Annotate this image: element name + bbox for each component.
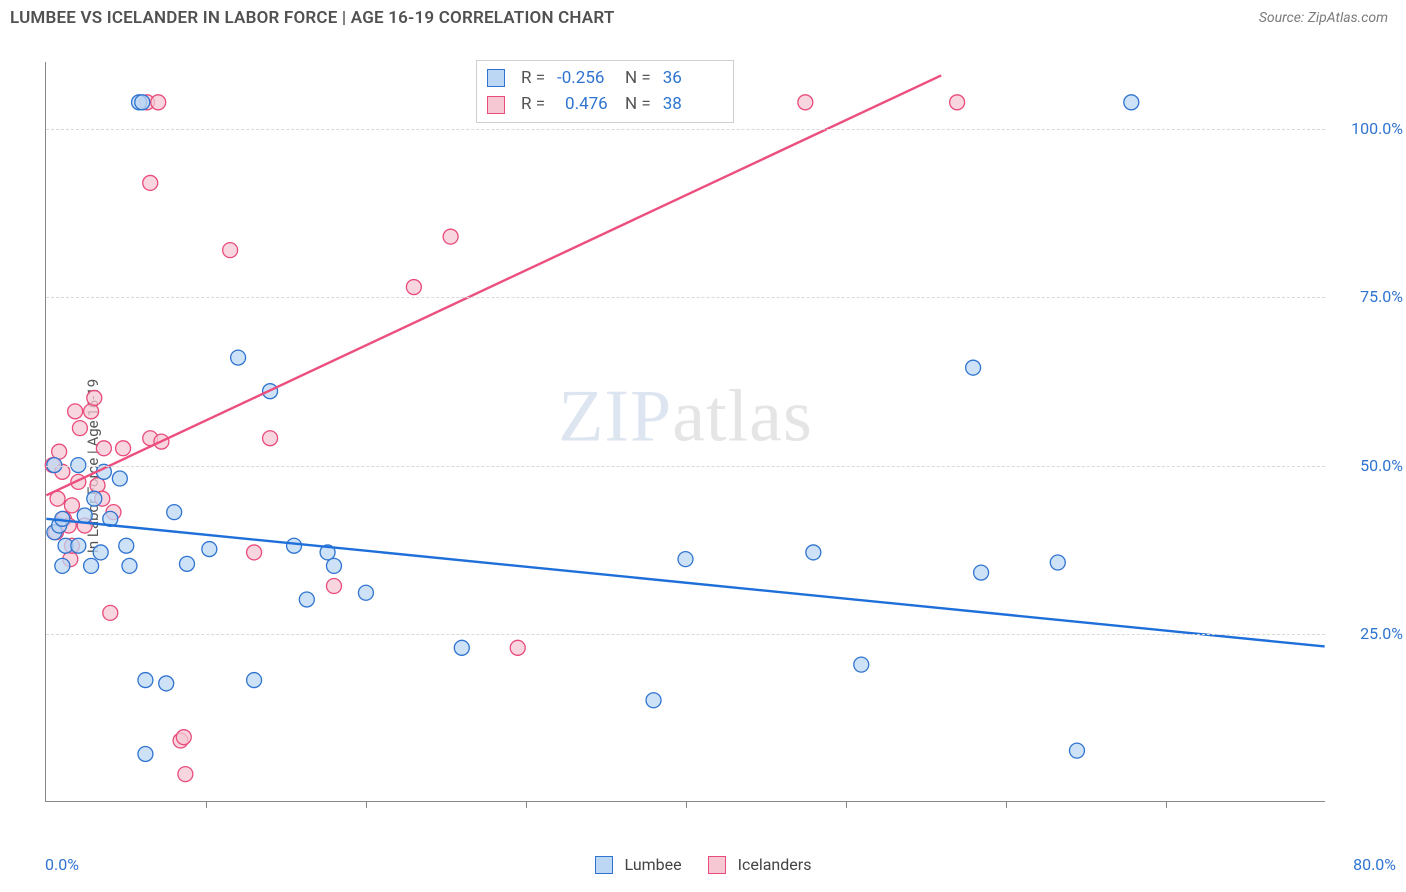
data-point (287, 538, 302, 553)
x-tick (1166, 801, 1167, 808)
data-point (122, 558, 137, 573)
data-point (247, 673, 262, 688)
page-title: LUMBEE VS ICELANDER IN LABOR FORCE | AGE… (10, 8, 614, 28)
data-point (52, 444, 67, 459)
gridline (46, 129, 1325, 130)
chart-container: In Labor Force | Age 16-19 ZIPatlas R = … (0, 40, 1406, 892)
swatch-lumbee (487, 69, 505, 87)
gridline (46, 634, 1325, 635)
data-point (72, 421, 87, 436)
scatter-plot: ZIPatlas R = -0.256 N = 36 R = 0.476 N =… (45, 62, 1325, 802)
legend-item-icelanders: Icelanders (708, 855, 812, 874)
plot-svg-layer (46, 62, 1325, 801)
x-tick (366, 801, 367, 808)
bottom-legend: Lumbee Icelanders (0, 855, 1406, 874)
data-point (178, 767, 193, 782)
data-point (84, 558, 99, 573)
data-point (247, 545, 262, 560)
data-point (119, 538, 134, 553)
data-point (1050, 555, 1065, 570)
data-point (90, 478, 105, 493)
x-tick (686, 801, 687, 808)
data-point (263, 431, 278, 446)
data-point (510, 640, 525, 655)
data-point (71, 538, 86, 553)
data-point (143, 175, 158, 190)
data-point (116, 441, 131, 456)
data-point (806, 545, 821, 560)
x-tick (526, 801, 527, 808)
x-tick (846, 801, 847, 808)
data-point (138, 746, 153, 761)
data-point (202, 542, 217, 557)
swatch-icelanders (487, 96, 505, 114)
data-point (96, 441, 111, 456)
data-point (223, 243, 238, 258)
y-tick-label: 75.0% (1333, 287, 1403, 306)
data-point (454, 640, 469, 655)
data-point (326, 579, 341, 594)
data-point (1069, 743, 1084, 758)
data-point (159, 676, 174, 691)
data-point (326, 558, 341, 573)
data-point (798, 95, 813, 110)
data-point (138, 673, 153, 688)
stats-row-icelanders: R = 0.476 N = 38 (487, 91, 719, 117)
data-point (176, 730, 191, 745)
data-point (299, 592, 314, 607)
data-point (179, 556, 194, 571)
gridline (46, 466, 1325, 467)
data-point (112, 471, 127, 486)
y-tick-label: 100.0% (1333, 119, 1403, 138)
source-attribution: Source: ZipAtlas.com (1259, 10, 1388, 26)
trend-line (46, 519, 1324, 647)
data-point (974, 565, 989, 580)
data-point (443, 229, 458, 244)
data-point (93, 545, 108, 560)
data-point (167, 505, 182, 520)
y-tick-label: 25.0% (1333, 624, 1403, 643)
data-point (231, 350, 246, 365)
swatch-icelanders (708, 856, 726, 874)
stats-row-lumbee: R = -0.256 N = 36 (487, 65, 719, 91)
data-point (966, 360, 981, 375)
data-point (87, 390, 102, 405)
data-point (103, 605, 118, 620)
y-tick-label: 50.0% (1333, 456, 1403, 475)
x-tick (206, 801, 207, 808)
data-point (77, 508, 92, 523)
gridline (46, 297, 1325, 298)
data-point (646, 693, 661, 708)
trend-line (46, 75, 941, 495)
data-point (358, 585, 373, 600)
data-point (55, 558, 70, 573)
stats-legend-box: R = -0.256 N = 36 R = 0.476 N = 38 (476, 60, 734, 123)
data-point (135, 95, 150, 110)
data-point (1124, 95, 1139, 110)
data-point (406, 280, 421, 295)
data-point (678, 552, 693, 567)
data-point (64, 498, 79, 513)
data-point (854, 657, 869, 672)
swatch-lumbee (595, 856, 613, 874)
legend-item-lumbee: Lumbee (595, 855, 682, 874)
x-tick (1006, 801, 1007, 808)
data-point (87, 491, 102, 506)
data-point (68, 404, 83, 419)
data-point (84, 404, 99, 419)
data-point (151, 95, 166, 110)
data-point (950, 95, 965, 110)
